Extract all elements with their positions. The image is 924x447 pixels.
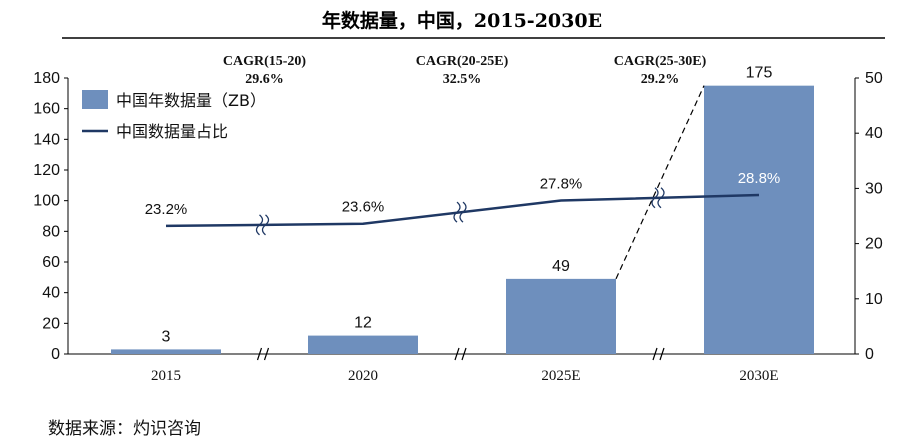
left-tick-label: 60 bbox=[42, 254, 60, 271]
right-tick-label: 30 bbox=[865, 180, 883, 197]
bar bbox=[111, 349, 221, 354]
right-tick-label: 20 bbox=[865, 236, 883, 253]
line-value-label: 23.6% bbox=[342, 199, 385, 216]
source-note: 数据来源：灼识咨询 bbox=[48, 419, 201, 439]
cagr-value: 29.6% bbox=[245, 72, 284, 87]
bar-value-label: 12 bbox=[354, 315, 372, 332]
line-series bbox=[165, 193, 760, 228]
line-value-label: 23.2% bbox=[145, 201, 188, 218]
bars bbox=[111, 85, 814, 355]
x-tick-label: 2015 bbox=[151, 368, 181, 384]
left-tick-label: 140 bbox=[33, 131, 60, 148]
left-tick-label: 160 bbox=[33, 101, 60, 118]
left-tick-label: 20 bbox=[42, 315, 60, 332]
bar bbox=[308, 335, 418, 354]
cagr-annotations: CAGR(15-20) 29.6% CAGR(20-25E) 32.5% CAGR(25… bbox=[223, 54, 707, 87]
x-tick-label: 2020 bbox=[348, 368, 378, 384]
share-line bbox=[165, 193, 760, 228]
data-labels: 3 12 49 175 23.2% 23.6% 27.8% 28.8% bbox=[145, 65, 781, 346]
cagr-label: CAGR(20-25E) bbox=[416, 54, 509, 69]
growth-connector bbox=[615, 85, 705, 280]
x-axis-break bbox=[256, 347, 270, 361]
axes: 0 20 40 60 80 100 120 140 160 180 0 10 20 30 40 50 2015 2… bbox=[33, 70, 883, 384]
line-value-label: 27.8% bbox=[540, 176, 583, 193]
right-tick-label: 50 bbox=[865, 70, 883, 87]
x-tick-label: 2030E bbox=[739, 368, 778, 384]
right-tick-label: 40 bbox=[865, 125, 883, 142]
right-tick-label: 0 bbox=[865, 346, 874, 363]
left-tick-label: 120 bbox=[33, 162, 60, 179]
left-tick-label: 80 bbox=[42, 223, 60, 240]
cagr-value: 32.5% bbox=[443, 72, 482, 87]
line-value-label: 28.8% bbox=[738, 170, 781, 187]
right-tick-label: 10 bbox=[865, 291, 883, 308]
left-tick-label: 0 bbox=[51, 346, 60, 363]
chart-title: 年数据量，中国，2015-2030E bbox=[322, 9, 602, 32]
left-tick-label: 100 bbox=[33, 193, 60, 210]
cagr-value: 29.2% bbox=[641, 72, 680, 87]
cagr-label: CAGR(15-20) bbox=[223, 54, 307, 69]
legend-bar-swatch bbox=[82, 90, 108, 109]
x-axis-break bbox=[454, 347, 467, 361]
bar bbox=[704, 85, 814, 355]
left-tick-label: 180 bbox=[33, 70, 60, 87]
x-tick-label: 2025E bbox=[541, 368, 580, 384]
x-axis-break bbox=[652, 347, 665, 361]
legend: 中国年数据量（ZB） 中国数据量占比 bbox=[82, 90, 266, 141]
bar-value-label: 49 bbox=[552, 258, 570, 275]
bar-value-label: 175 bbox=[746, 65, 773, 82]
bar bbox=[506, 278, 616, 354]
legend-line-label: 中国数据量占比 bbox=[116, 122, 228, 141]
legend-bar-label: 中国年数据量（ZB） bbox=[116, 91, 266, 110]
bar-value-label: 3 bbox=[162, 328, 171, 345]
cagr-label: CAGR(25-30E) bbox=[614, 54, 707, 69]
left-tick-label: 40 bbox=[42, 285, 60, 302]
